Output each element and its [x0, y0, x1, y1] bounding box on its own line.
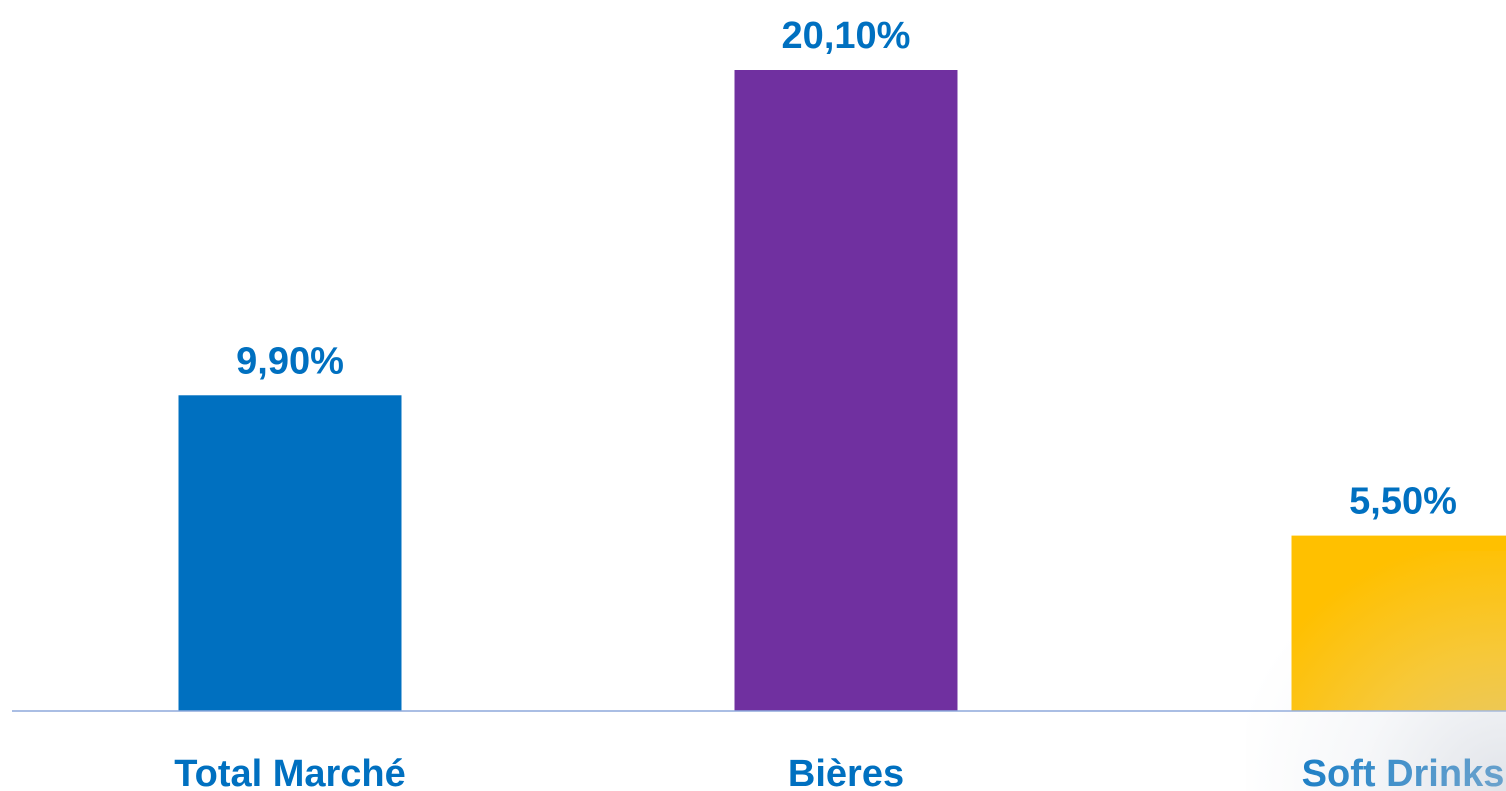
value-labels-layer: 9,90% 20,10% 5,50%: [236, 15, 1457, 523]
category-label-2: Bières: [788, 753, 904, 791]
bar-3: [1291, 535, 1506, 711]
bar-1: [178, 395, 402, 711]
category-label-3: Soft Drinks: [1302, 753, 1505, 791]
value-label-2: 20,10%: [782, 15, 911, 57]
bar-2: [734, 70, 958, 711]
value-label-1: 9,90%: [236, 340, 344, 382]
category-label-1: Total Marché: [174, 753, 406, 791]
bars-layer: [178, 70, 1506, 711]
value-label-3: 5,50%: [1349, 481, 1457, 523]
category-labels-layer: Total Marché Bières Soft Drinks: [174, 753, 1504, 791]
